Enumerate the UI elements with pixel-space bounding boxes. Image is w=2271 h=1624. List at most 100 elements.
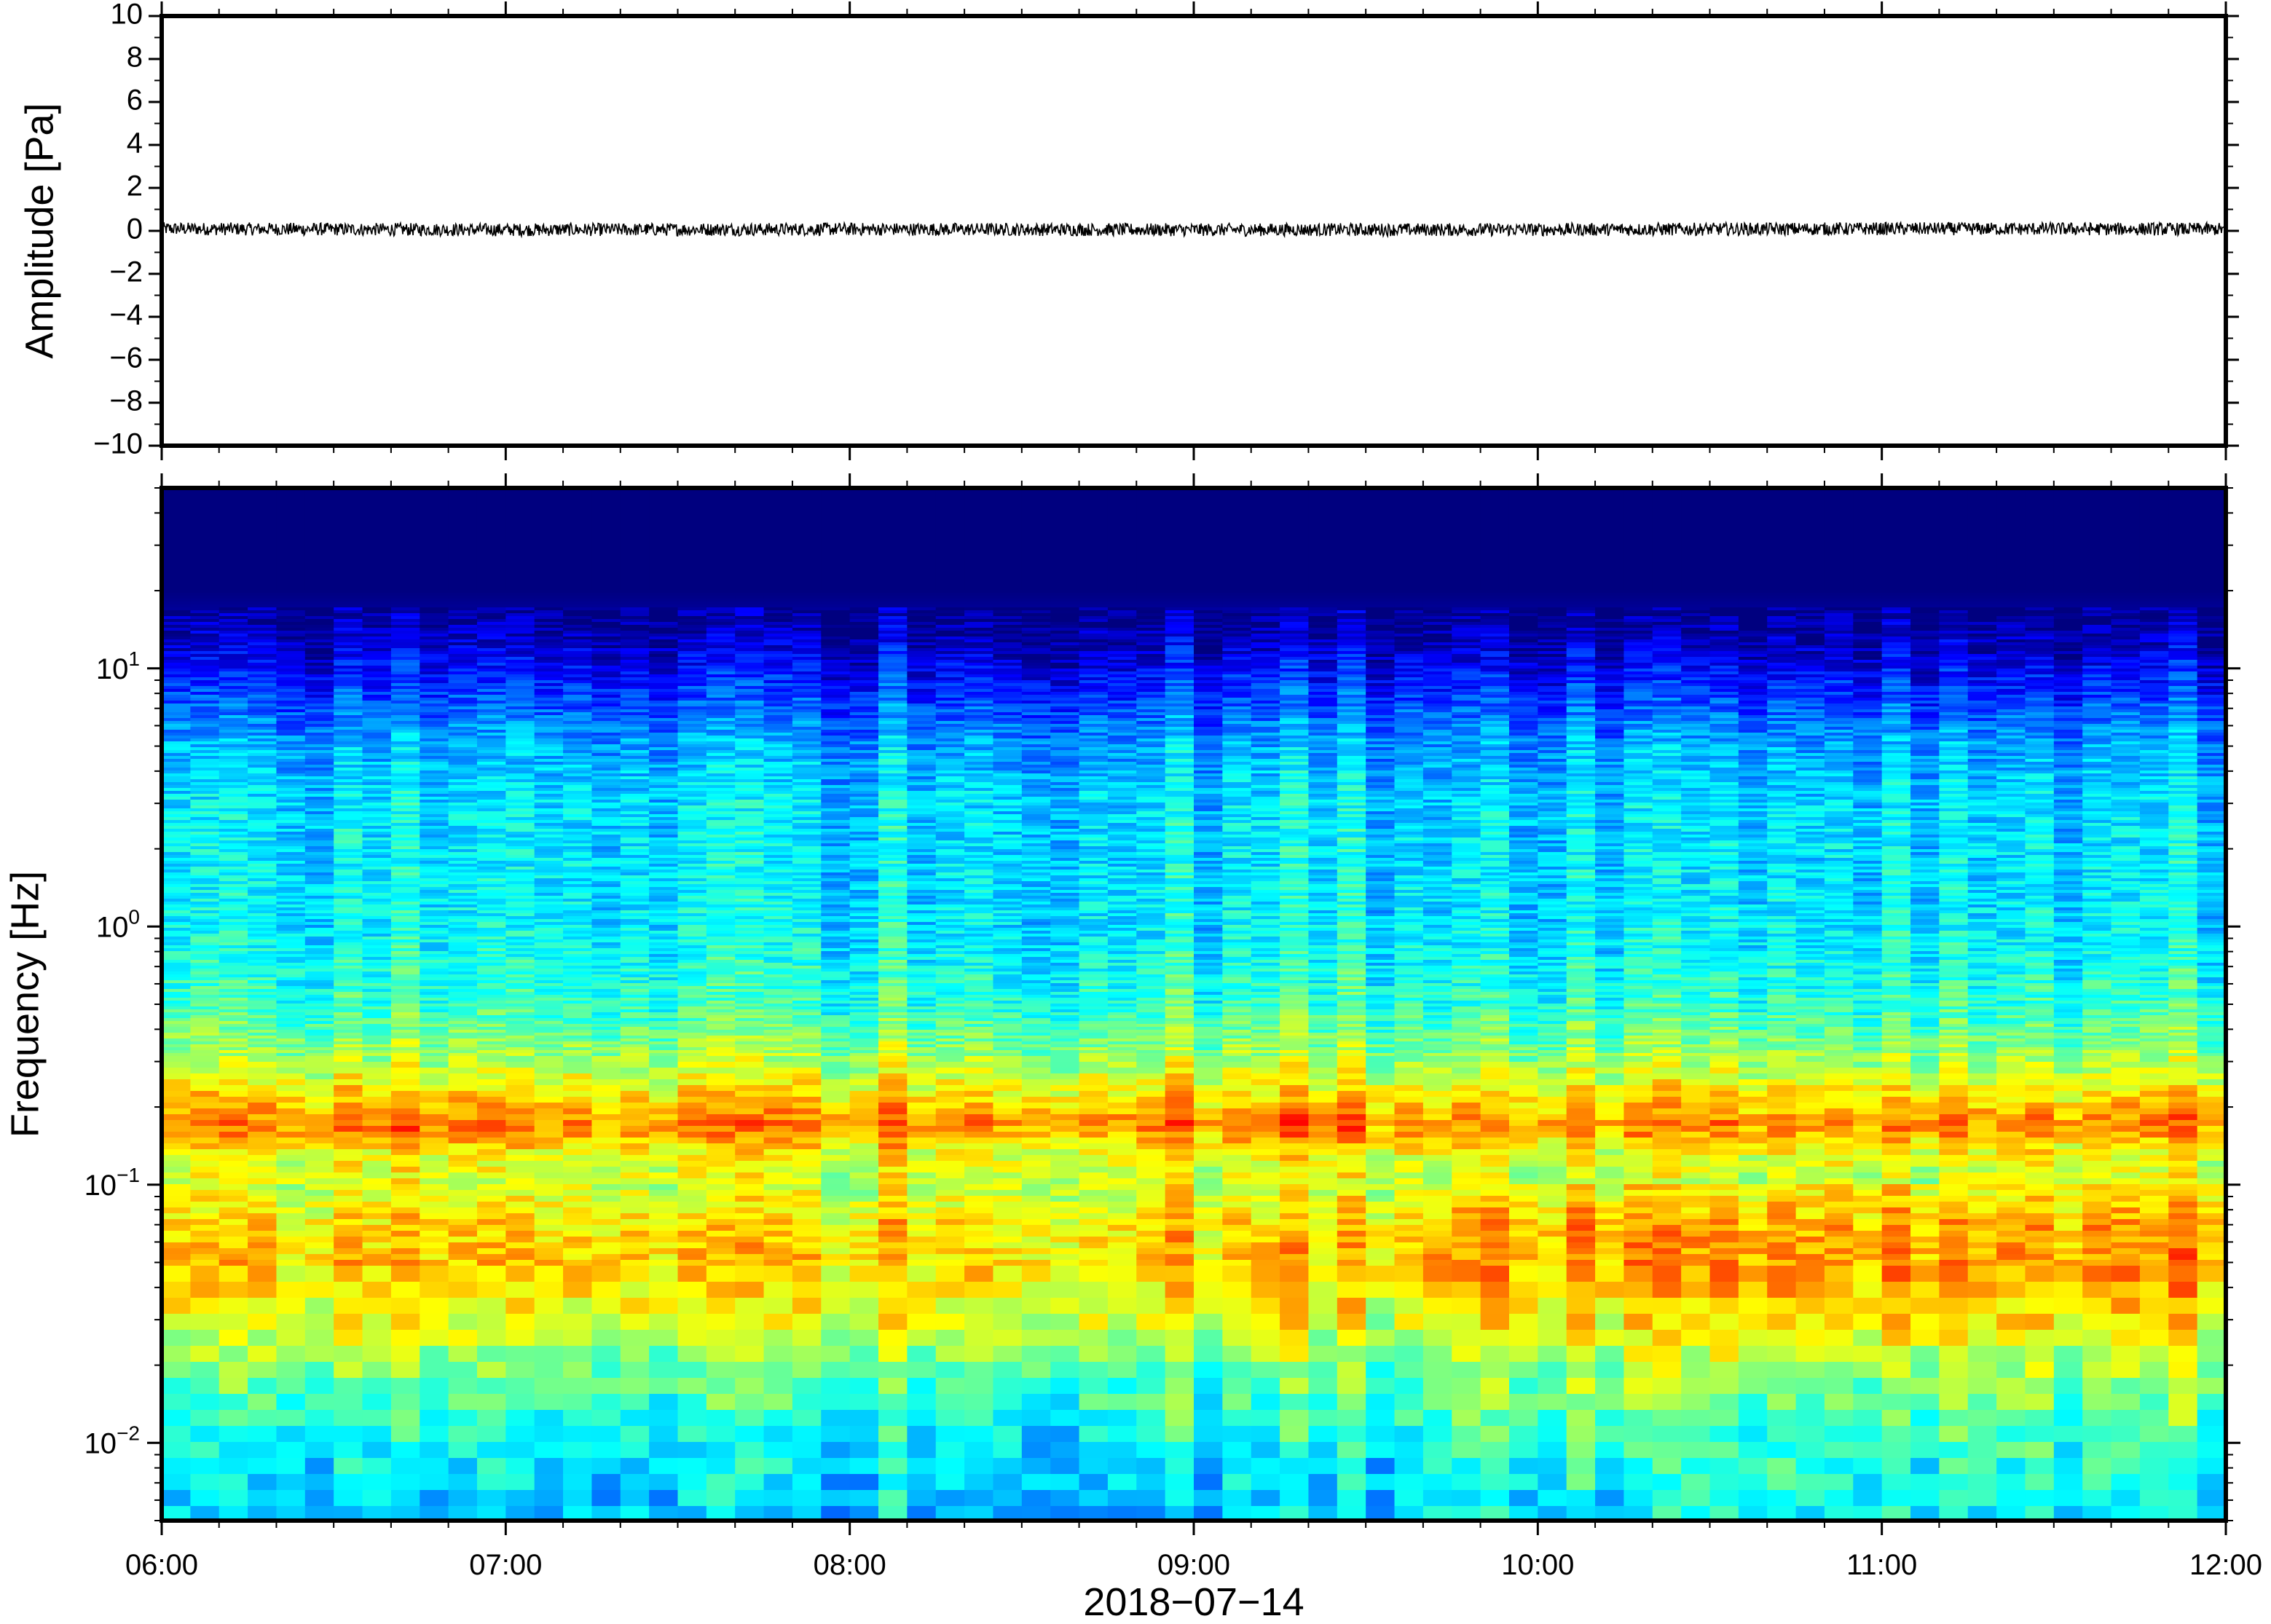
spectrogram-cell xyxy=(190,587,220,591)
spectrogram-cell xyxy=(1824,523,1854,527)
spectrogram-cell xyxy=(1194,552,1223,556)
spectrogram-cell xyxy=(821,593,851,596)
spectrogram-cell xyxy=(1853,590,1883,594)
spectrogram-cell xyxy=(334,543,363,547)
spectrogram-cell xyxy=(1595,651,1625,655)
spectrogram-cell xyxy=(1652,602,1682,605)
spectrogram-cell xyxy=(1709,604,1739,608)
spectrogram-cell xyxy=(1222,575,1252,579)
spectrogram-cell xyxy=(2168,549,2198,553)
spectrogram-cell xyxy=(964,634,994,637)
spectrogram-cell xyxy=(878,610,908,614)
spectrogram-cell xyxy=(1079,511,1109,515)
spectrogram-cell xyxy=(1394,505,1424,509)
spectrogram-cell xyxy=(591,677,621,681)
spectrogram-cell xyxy=(1996,505,2026,509)
spectrogram-cell xyxy=(935,657,965,661)
spectrogram-cell xyxy=(1021,645,1051,649)
spectrogram-cell xyxy=(448,634,478,637)
spectrogram-cell xyxy=(792,613,822,617)
spectrogram-cell xyxy=(476,543,506,547)
spectrogram-cell xyxy=(1165,578,1194,582)
spectrogram-cell xyxy=(1652,619,1682,623)
spectrogram-cell xyxy=(1881,657,1911,661)
spectrogram-cell xyxy=(448,575,478,579)
spectrogram-cell xyxy=(1681,587,1711,591)
spectrogram-cell xyxy=(1480,602,1510,605)
spectrogram-cell xyxy=(2053,616,2083,620)
spectrogram-cell xyxy=(2168,558,2198,561)
spectrogram-cell xyxy=(1939,587,1969,591)
spectrogram-cell xyxy=(1767,677,1797,681)
spectrogram-cell xyxy=(649,584,679,588)
spectrogram-cell xyxy=(735,634,765,637)
spectrogram-cell xyxy=(1881,500,1911,503)
spectrogram-cell xyxy=(304,657,334,661)
spectrogram-cell xyxy=(1738,561,1768,564)
spectrogram-cell xyxy=(1251,596,1280,599)
spectrogram-cell xyxy=(993,657,1023,661)
spectrogram-cell xyxy=(620,517,650,521)
spectrogram-cell xyxy=(935,590,965,594)
spectrogram-cell xyxy=(2168,578,2198,582)
spectrogram-cell xyxy=(505,657,535,661)
spectrogram-cell xyxy=(1280,587,1310,591)
spectrogram-cell xyxy=(649,508,679,512)
spectrogram-cell xyxy=(935,622,965,626)
spectrogram-cell xyxy=(1824,505,1854,509)
spectrogram-cell xyxy=(1652,514,1682,518)
spectrogram-cell xyxy=(219,502,248,506)
spectrogram-cell xyxy=(849,514,879,518)
spectrogram-cell xyxy=(677,610,707,614)
spectrogram-cell xyxy=(448,654,478,658)
spectrogram-cell xyxy=(1538,616,1567,620)
waveform-y-tick-label: −6 xyxy=(109,342,143,374)
spectrogram-cell xyxy=(1709,596,1739,599)
spectrogram-cell xyxy=(1652,543,1682,547)
spectrogram-cell xyxy=(534,590,564,594)
spectrogram-cell xyxy=(448,500,478,503)
spectrogram-cell xyxy=(1709,584,1739,588)
spectrogram-cell xyxy=(1767,645,1797,649)
spectrogram-cell xyxy=(1021,625,1051,628)
spectrogram-cell xyxy=(1681,584,1711,588)
spectrogram-cell xyxy=(505,511,535,515)
spectrogram-cell xyxy=(334,575,363,579)
spectrogram-cell xyxy=(1738,517,1768,521)
spectrogram-cell xyxy=(1738,613,1768,617)
spectrogram-cell xyxy=(2139,494,2169,497)
spectrogram-cell xyxy=(763,669,793,672)
spectrogram-cell xyxy=(993,555,1023,559)
spectrogram-cell xyxy=(849,610,879,614)
spectrogram-cell xyxy=(1136,613,1166,617)
spectrogram-cell xyxy=(390,555,420,559)
spectrogram-cell xyxy=(1165,657,1194,661)
spectrogram-cell xyxy=(1738,657,1768,661)
spectrogram-cell xyxy=(1251,514,1280,518)
spectrogram-cell xyxy=(1967,613,1997,617)
spectrogram-cell xyxy=(1021,602,1051,605)
spectrogram-cell xyxy=(849,575,879,579)
spectrogram-cell xyxy=(735,636,765,640)
spectrogram-cell xyxy=(1652,523,1682,527)
spectrogram-cell xyxy=(1967,581,1997,585)
spectrogram-cell xyxy=(248,569,278,573)
spectrogram-cell xyxy=(1824,564,1854,567)
spectrogram-cell xyxy=(1623,639,1653,643)
spectrogram-cell xyxy=(1538,584,1567,588)
spectrogram-cell xyxy=(1824,639,1854,643)
spectrogram-cell xyxy=(821,674,851,678)
spectrogram-cell xyxy=(1566,651,1596,655)
spectrogram-cell xyxy=(563,505,593,509)
spectrogram-cell xyxy=(362,622,392,626)
spectrogram-cell xyxy=(763,526,793,529)
spectrogram-cell xyxy=(1738,602,1768,605)
spectrogram-cell xyxy=(420,642,449,646)
spectrogram-cell xyxy=(1967,526,1997,529)
spectrogram-cell xyxy=(248,604,278,608)
spectrogram-cell xyxy=(1366,537,1396,541)
spectrogram-cell xyxy=(1394,616,1424,620)
spectrogram-cell xyxy=(792,669,822,672)
spectrogram-cell xyxy=(1337,523,1366,527)
spectrogram-cell xyxy=(706,622,736,626)
